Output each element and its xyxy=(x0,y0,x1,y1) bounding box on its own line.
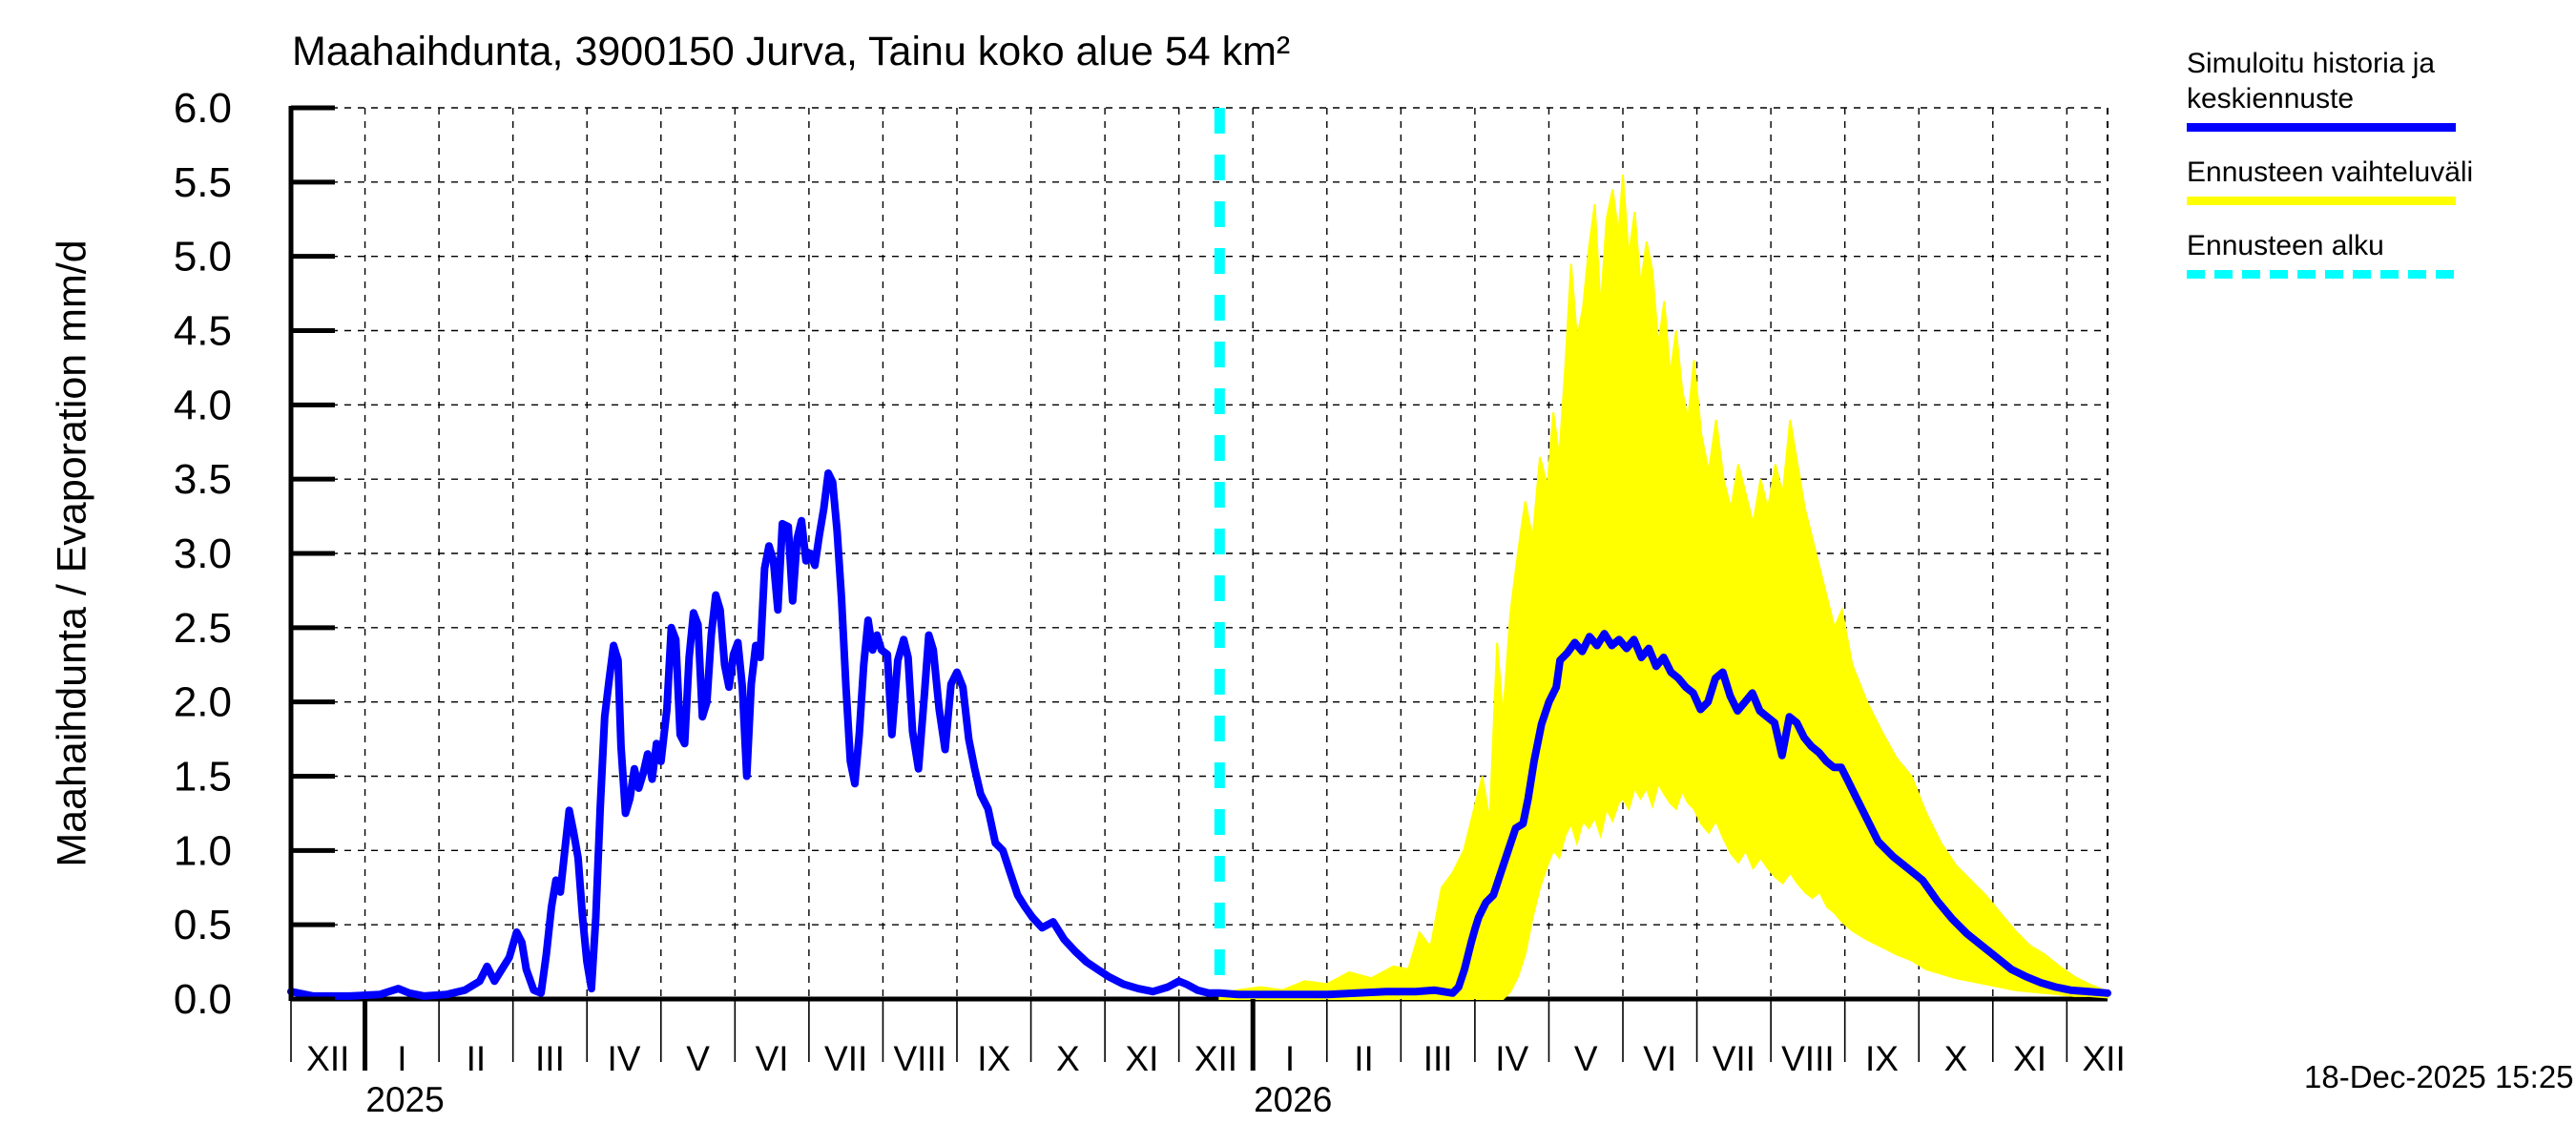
month-label: XII xyxy=(1195,1039,1237,1078)
y-axis-label: Maahaihdunta / Evaporation mm/d xyxy=(49,239,95,867)
x-axis-ticks xyxy=(290,999,2068,1071)
legend: Simuloitu historia ja keskiennuste Ennus… xyxy=(2187,46,2530,302)
forecast-band-line-swatch xyxy=(2187,197,2456,205)
month-label: III xyxy=(1423,1039,1453,1078)
month-label: X xyxy=(1056,1039,1080,1078)
legend-label-forecast-band: Ennusteen vaihteluväli xyxy=(2187,156,2474,188)
legend-item-history-mean: Simuloitu historia ja keskiennuste xyxy=(2187,46,2530,132)
year-labels: 2025 2026 xyxy=(365,1080,1332,1119)
month-label: I xyxy=(1285,1039,1295,1078)
y-tick-label: 1.5 xyxy=(174,754,232,801)
year-label: 2026 xyxy=(1254,1080,1332,1119)
y-tick-label: 2.5 xyxy=(174,605,232,652)
month-label: VII xyxy=(824,1039,867,1078)
month-label: VI xyxy=(756,1039,789,1078)
month-label: XII xyxy=(2082,1039,2125,1078)
y-tick-label: 6.0 xyxy=(174,85,232,132)
month-label: XI xyxy=(2013,1039,2046,1078)
y-tick-label: 3.0 xyxy=(174,531,232,577)
y-tick-label: 4.5 xyxy=(174,308,232,355)
month-labels: XII I II III IV V VI VII VIII IX X XI XII I II III IV V VI… xyxy=(306,1039,2126,1078)
y-tick-labels: 0.0 0.5 1.0 1.5 2.0 2.5 3.0 3.5 4.0 4.5 5.0 5.5 6.0 xyxy=(174,85,232,1023)
month-label: XI xyxy=(1125,1039,1158,1078)
month-label: IX xyxy=(1865,1039,1899,1078)
month-label: X xyxy=(1944,1039,1968,1078)
y-tick-label: 0.5 xyxy=(174,902,232,948)
y-tick-label: 4.0 xyxy=(174,382,232,428)
chart-title: Maahaihdunta, 3900150 Jurva, Tainu koko … xyxy=(292,29,1291,74)
history-mean-line-swatch xyxy=(2187,123,2456,132)
year-label: 2025 xyxy=(365,1080,444,1119)
month-label: II xyxy=(467,1039,487,1078)
month-label: VIII xyxy=(1781,1039,1835,1078)
month-label: VI xyxy=(1643,1039,1676,1078)
month-label: VII xyxy=(1713,1039,1755,1078)
legend-item-forecast-start: Ennusteen alku xyxy=(2187,228,2530,279)
month-label: XII xyxy=(306,1039,349,1078)
y-tick-label: 5.5 xyxy=(174,159,232,206)
legend-item-forecast-band: Ennusteen vaihteluväli xyxy=(2187,155,2530,205)
month-label: VIII xyxy=(893,1039,946,1078)
forecast-start-line-swatch xyxy=(2187,270,2456,279)
month-label: V xyxy=(686,1039,710,1078)
generation-timestamp: 18-Dec-2025 15:25 WSFS-O xyxy=(2304,1059,2576,1094)
forecast-band xyxy=(1218,175,2109,1000)
y-tick-label: 3.5 xyxy=(174,456,232,503)
month-label: IV xyxy=(608,1039,641,1078)
y-axis xyxy=(288,105,335,1002)
month-label: IV xyxy=(1495,1039,1528,1078)
month-label: IX xyxy=(977,1039,1010,1078)
month-label: III xyxy=(535,1039,565,1078)
month-label: V xyxy=(1574,1039,1598,1078)
month-label: I xyxy=(397,1039,406,1078)
y-tick-label: 1.0 xyxy=(174,827,232,874)
legend-label-forecast-start: Ennusteen alku xyxy=(2187,230,2384,261)
y-tick-label: 2.0 xyxy=(174,679,232,726)
legend-label-history-mean: Simuloitu historia ja keskiennuste xyxy=(2187,48,2436,114)
history-mean-line xyxy=(287,468,2111,1000)
month-label: II xyxy=(1354,1039,1374,1078)
y-tick-label: 5.0 xyxy=(174,234,232,281)
y-tick-label: 0.0 xyxy=(174,976,232,1023)
